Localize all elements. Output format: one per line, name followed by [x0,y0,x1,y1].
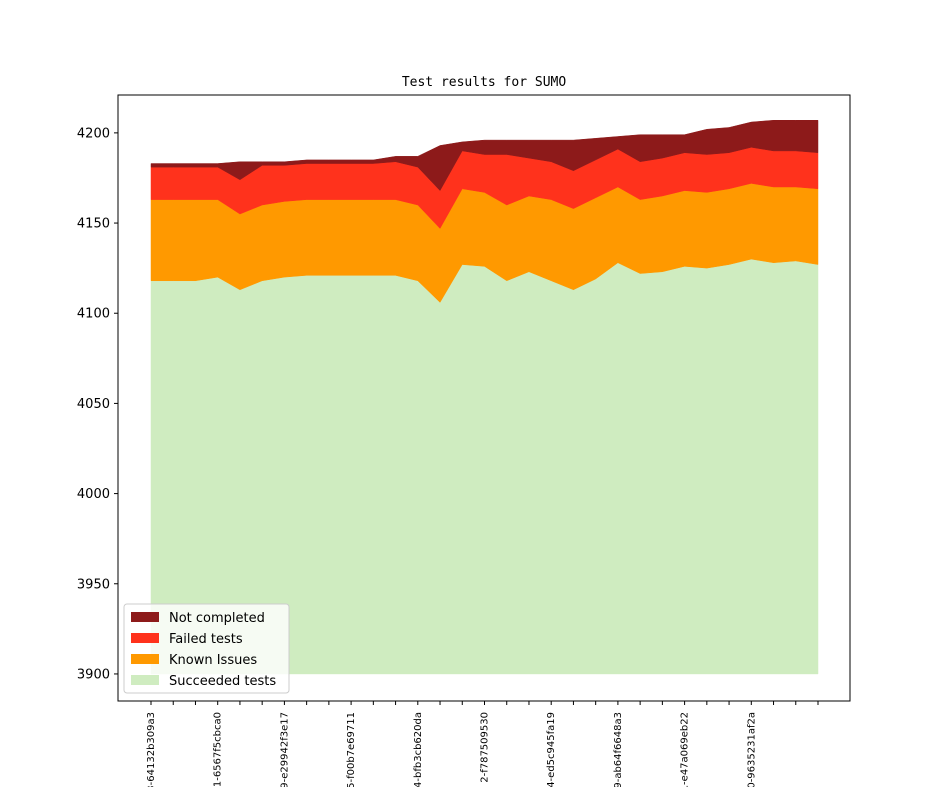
y-tick-label: 4100 [77,307,110,322]
area-series-group [150,120,819,675]
x-tick-label: 0-9635231af2a [746,712,757,787]
area-not-completed [150,120,819,192]
x-axis: 3-64132b309a3 1-6567f5cbca0 9-e29942f3e17 5… [146,701,819,787]
legend-label: Not completed [169,611,265,626]
y-tick-label: 4150 [77,217,110,232]
legend-swatch [131,654,159,664]
x-tick-label: 4-ed5c945fa19 [546,712,557,787]
y-axis: 3900 3950 4000 4050 4100 4150 4200 [77,126,118,682]
legend: Not completed Failed tests Known Issues Suc… [123,603,290,694]
x-tick-label: 9-e29942f3e17 [279,712,290,787]
legend-box [123,603,290,694]
x-tick-label: 1-e47a069eb22 [680,712,691,787]
y-tick-label: 4050 [77,397,110,412]
x-tick-label: 1-6567f5cbca0 [213,712,224,787]
x-tick-label: 5-f00b7e69711 [346,712,357,787]
x-tick-label: 2-f787509530 [480,712,491,783]
x-tick-label: 9-ab64f6648a3 [613,712,624,787]
chart-title: Test results for SUMO [402,75,567,90]
y-tick-label: 4200 [77,126,110,141]
legend-swatch [131,633,159,643]
y-tick-label: 3900 [77,667,110,682]
legend-label: Failed tests [169,632,243,647]
y-tick-label: 4000 [77,487,110,502]
legend-label: Known Issues [169,653,257,668]
legend-label: Succeeded tests [169,674,276,689]
legend-swatch [131,612,159,622]
y-tick-label: 3950 [77,577,110,592]
x-tick-label: 4-bfb3cb620da [413,712,424,787]
legend-swatch [131,675,159,685]
x-tick-label: 3-64132b309a3 [146,712,157,787]
